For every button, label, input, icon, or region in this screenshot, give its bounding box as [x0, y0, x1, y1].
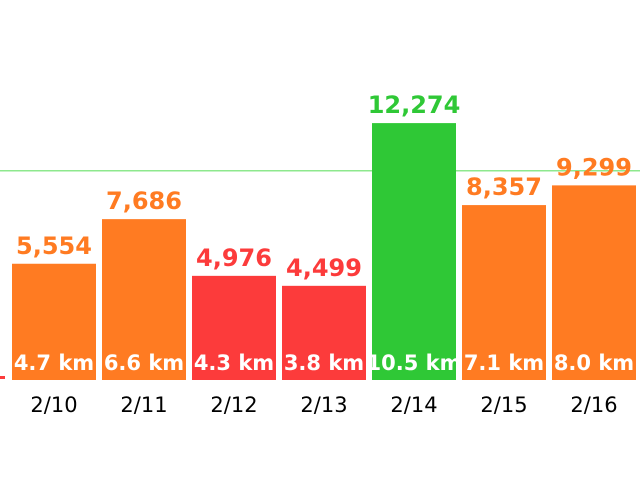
bar-2-12[interactable] — [192, 275, 276, 380]
steps-value-label: 4,499 — [286, 254, 362, 282]
steps-value-label: 8,357 — [466, 173, 542, 201]
distance-label: 4.7 km — [14, 351, 94, 375]
steps-value-label: 5,554 — [16, 232, 92, 260]
bar-2-11[interactable] — [102, 219, 186, 380]
steps-value-label: 7,686 — [106, 187, 182, 215]
steps-value-label: 12,274 — [368, 91, 461, 119]
steps-value-label: 9,299 — [556, 153, 632, 181]
date-tick-label: 2/15 — [480, 393, 527, 417]
bar-2-14[interactable] — [372, 123, 456, 381]
previous-day-marker — [0, 376, 5, 379]
distance-label: 7.1 km — [464, 351, 544, 375]
steps-value-label: 4,976 — [196, 244, 272, 272]
date-tick-label: 2/14 — [390, 393, 437, 417]
bar-2-16[interactable] — [552, 185, 636, 380]
date-tick-label: 2/11 — [120, 393, 167, 417]
bar-2-15[interactable] — [462, 205, 546, 380]
distance-label: 6.6 km — [104, 351, 184, 375]
distance-label: 4.3 km — [194, 351, 274, 375]
date-tick-label: 2/10 — [30, 393, 77, 417]
bar-2-13[interactable] — [282, 285, 366, 380]
distance-label: 10.5 km — [367, 351, 462, 375]
date-tick-label: 2/16 — [570, 393, 617, 417]
date-tick-label: 2/12 — [210, 393, 257, 417]
date-tick-label: 2/13 — [300, 393, 347, 417]
bar-2-10[interactable] — [12, 263, 96, 380]
distance-label: 8.0 km — [554, 351, 634, 375]
distance-label: 3.8 km — [284, 351, 364, 375]
